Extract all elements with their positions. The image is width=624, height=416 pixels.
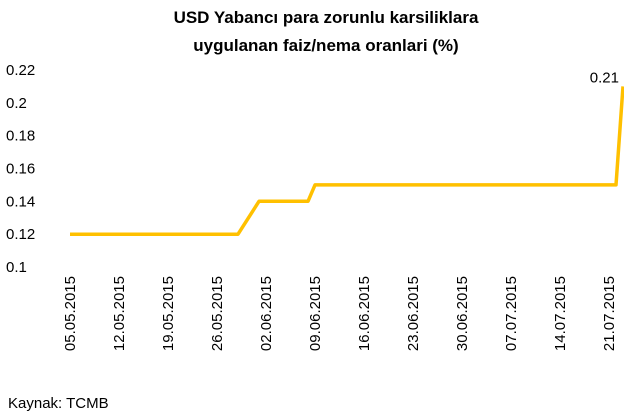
x-tick-label: 07.07.2015 [503,276,520,351]
x-tick-label: 30.06.2015 [454,276,471,351]
chart-title: USD Yabancı para zorunlu karsiliklara uy… [173,8,479,55]
x-tick-label: 26.05.2015 [209,276,226,351]
source: Kaynak: TCMB [8,395,109,412]
y-tick-label: 0.14 [6,193,35,210]
y-tick-label: 0.2 [6,95,27,112]
x-tick-label: 05.05.2015 [62,276,79,351]
x-tick-label: 21.07.2015 [601,276,618,351]
y-tick-label: 0.12 [6,226,35,243]
x-tick-label: 09.06.2015 [307,276,324,351]
x-tick-label: 02.06.2015 [258,276,275,351]
x-tick-label: 14.07.2015 [552,276,569,351]
y-tick-label: 0.22 [6,62,35,79]
line [70,86,624,236]
x-tick-label: 23.06.2015 [405,276,422,351]
y-tick-label: 0.1 [6,259,27,276]
x-tick-label: 19.05.2015 [160,276,177,351]
x-tick-label: 16.06.2015 [356,276,373,351]
y-tick-label: 0.16 [6,161,35,178]
data-label: 0.21 [590,69,619,86]
y-tick-label: 0.18 [6,128,35,145]
x-tick-label: 12.05.2015 [111,276,128,351]
